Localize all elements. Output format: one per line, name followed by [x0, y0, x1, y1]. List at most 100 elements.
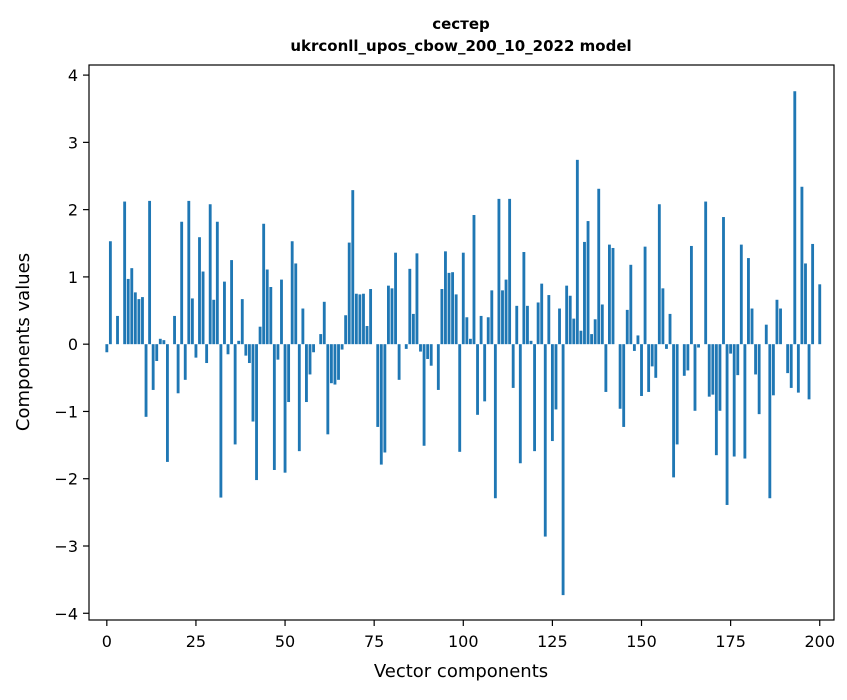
bar	[205, 344, 209, 364]
bar	[579, 330, 583, 345]
x-tick-label: 125	[537, 632, 568, 651]
bar	[426, 344, 430, 359]
bar	[141, 297, 144, 345]
bar	[526, 305, 529, 345]
bar	[590, 334, 594, 345]
bar	[490, 290, 494, 345]
bar	[611, 247, 615, 345]
x-tick-label: 100	[448, 632, 479, 651]
bar	[486, 317, 490, 345]
bar	[650, 344, 654, 367]
bar	[657, 204, 661, 345]
bar	[558, 308, 561, 345]
bar	[365, 326, 369, 345]
bar	[262, 223, 266, 345]
bar	[661, 288, 665, 345]
bar	[333, 344, 337, 385]
bar	[126, 278, 130, 345]
bar	[547, 295, 551, 345]
bar	[497, 198, 501, 345]
bar	[408, 268, 412, 345]
bar	[190, 298, 194, 345]
bar	[632, 344, 636, 351]
bar	[347, 242, 351, 345]
bar	[647, 344, 651, 392]
bar	[686, 344, 690, 371]
bar	[322, 301, 326, 345]
bar	[354, 293, 358, 345]
bar	[240, 299, 244, 345]
bar	[162, 340, 166, 345]
bar	[583, 241, 586, 345]
bar	[312, 344, 315, 353]
bar	[465, 317, 469, 345]
bar	[725, 344, 729, 505]
bar	[575, 159, 579, 345]
bar	[707, 344, 711, 397]
bar	[779, 308, 782, 345]
bar	[383, 344, 387, 453]
y-tick-label: −3	[54, 537, 78, 556]
bar	[116, 315, 119, 345]
bar	[123, 201, 127, 345]
bar	[283, 344, 287, 473]
bar	[280, 279, 283, 345]
x-axis-ticks: 0 25 50 75 100 125 150 175 200	[102, 620, 835, 651]
bar	[148, 200, 152, 345]
bar	[501, 290, 504, 345]
bar	[158, 338, 162, 345]
bar	[732, 344, 736, 457]
bar	[550, 344, 554, 442]
bar	[194, 344, 198, 358]
bar	[593, 319, 597, 345]
bar	[133, 292, 137, 345]
y-tick-label: −4	[54, 604, 78, 623]
bar	[682, 344, 686, 376]
bar	[771, 344, 775, 396]
bar	[233, 344, 237, 445]
bar	[672, 344, 676, 478]
bar	[265, 269, 269, 345]
bar	[764, 324, 768, 345]
bar	[411, 313, 415, 345]
bar	[155, 344, 159, 361]
y-axis-ticks: −4 −3 −2 −1 0 1 2 3 4	[54, 66, 89, 623]
bar	[468, 338, 472, 345]
bar	[379, 344, 383, 465]
bar	[511, 344, 515, 388]
bar	[105, 344, 109, 353]
bar	[219, 344, 223, 498]
bar	[251, 344, 255, 422]
bar	[440, 289, 444, 345]
y-tick-label: −2	[54, 470, 78, 489]
bar	[493, 344, 497, 499]
bar	[301, 308, 305, 345]
bar	[187, 200, 191, 345]
bar	[636, 335, 640, 345]
bar	[618, 344, 622, 409]
bar	[326, 344, 330, 435]
x-tick-label: 175	[715, 632, 746, 651]
bar	[376, 344, 380, 427]
bar	[226, 344, 230, 355]
bar	[390, 288, 394, 345]
y-tick-label: 1	[68, 268, 78, 287]
bar	[600, 304, 604, 345]
bar	[540, 283, 544, 345]
bar	[319, 334, 323, 345]
bar	[358, 294, 362, 345]
bar	[215, 221, 219, 345]
y-tick-label: 4	[68, 66, 78, 85]
bar	[629, 264, 633, 345]
bar	[804, 263, 807, 345]
bar	[208, 204, 212, 345]
bar	[308, 344, 312, 375]
bar	[640, 344, 643, 396]
bar	[429, 344, 433, 366]
bar	[643, 246, 647, 345]
bar	[130, 268, 134, 345]
bar	[796, 344, 800, 393]
bar	[786, 344, 790, 374]
bar	[768, 344, 772, 499]
